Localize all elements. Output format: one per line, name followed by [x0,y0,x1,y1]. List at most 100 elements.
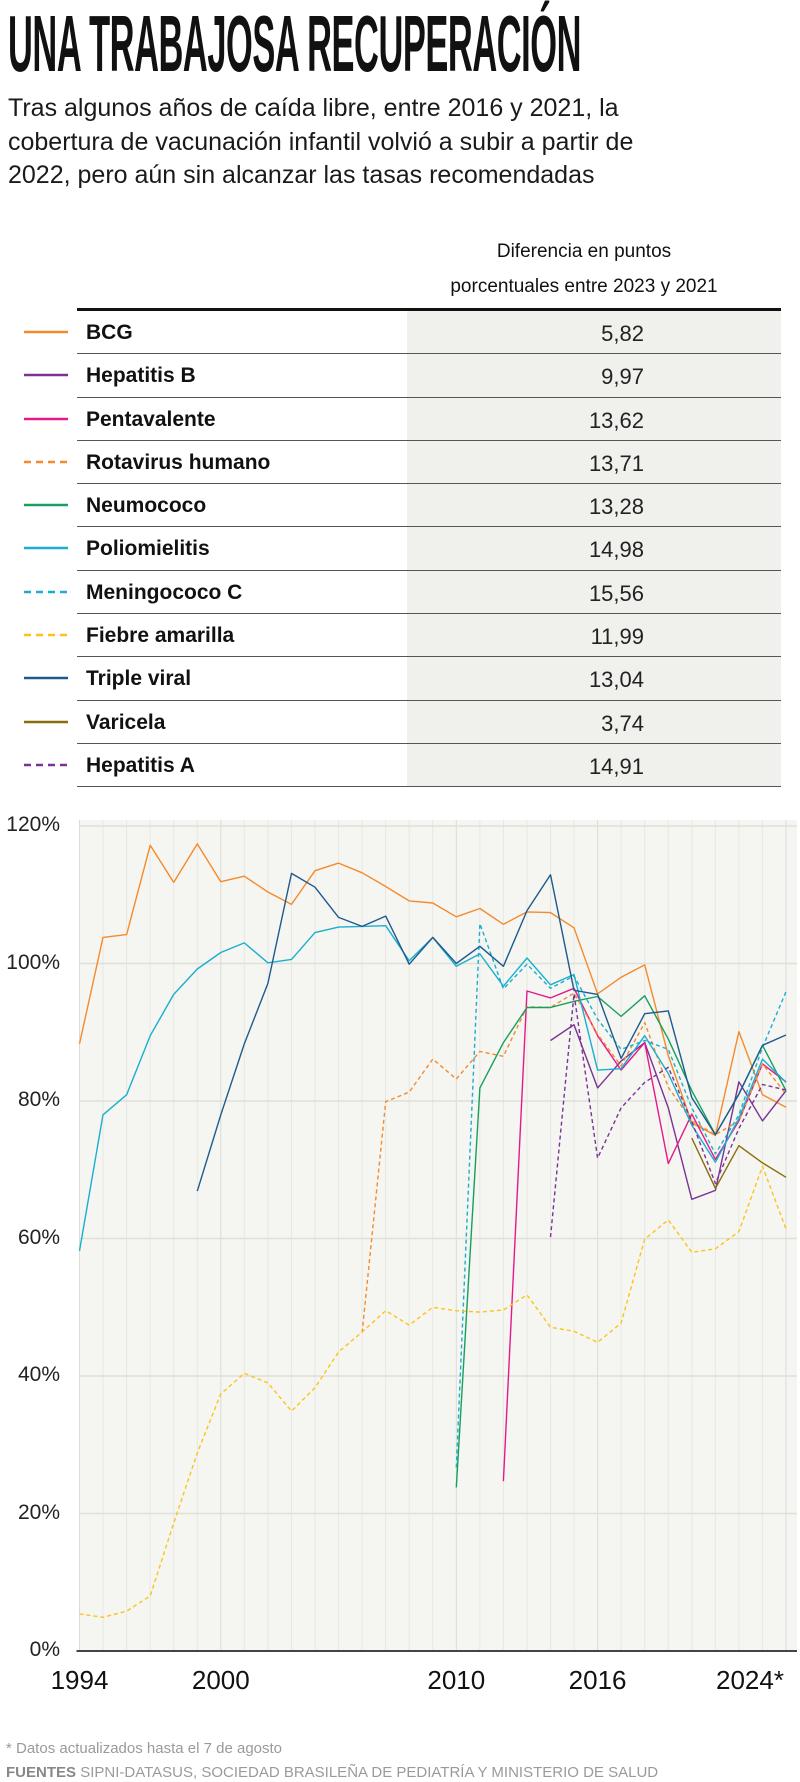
y-tick-label: 60% [17,1225,60,1249]
row-divider [77,526,781,528]
y-tick-label: 0% [29,1638,60,1661]
legend-line-icon [24,720,68,723]
legend-line-icon [24,547,68,550]
column-header-line: Diferencia en puntos [496,241,672,262]
row-divider [77,786,781,788]
difference-value: 13,62 [588,407,644,433]
table-row: Fiebre amarilla 11,99 [0,614,800,658]
row-divider [77,569,781,571]
table-row: Rotavirus humano 13,71 [0,440,800,485]
legend-line-icon [24,460,68,464]
legend-line-icon [24,590,68,594]
legend-line-icon [24,374,68,377]
column-header: Diferencia en puntos porcentuales entre … [400,234,768,304]
difference-value: 5,82 [601,321,644,346]
legend-table: BCG 5,82 Hepatitis B 9,97 Pentavalente 13,62 R… [0,311,800,788]
table-row: Pentavalente 13,62 [0,397,800,441]
series-line-hepatitis-a [549,993,787,1238]
sources: FUENTES SIPNI-DATASUS, SOCIEDAD BRASILEÑ… [6,1764,658,1781]
series-line-bcg [78,843,787,1137]
vaccine-name: BCG [86,321,133,344]
vaccine-name: Fiebre amarilla [86,624,235,648]
row-divider [77,353,781,355]
sources-label: FUENTES [6,1764,77,1781]
legend-line-icon [24,330,68,334]
difference-value: 14,98 [588,537,644,563]
vaccine-name: Rotavirus humano [86,450,271,474]
x-tick-label: 1994 [50,1665,109,1695]
sources-text: SIPNI-DATASUS, SOCIEDAD BRASILEÑA DE PED… [80,1764,659,1781]
line-chart [76,820,797,1652]
series-line-triple-viral [196,872,787,1192]
difference-value: 11,99 [590,624,644,650]
value-cell-bg [407,614,781,658]
difference-value: 3,74 [601,710,644,736]
table-row: Hepatitis B 9,97 [0,354,800,398]
difference-value: 13,71 [588,450,644,476]
x-tick-label: 2000 [191,1665,250,1695]
difference-value: 14,91 [588,753,644,779]
vaccine-name: Hepatitis A [86,753,195,777]
vaccine-name: Meningococo C [86,580,243,604]
vaccine-name: Hepatitis B [86,364,196,388]
table-row: Poliomielitis 14,98 [0,527,800,571]
row-divider [77,396,781,398]
row-divider [77,656,781,658]
series-line-hepatitis-b [550,1023,787,1200]
difference-value: 13,04 [588,667,644,693]
series-line-varicela [691,1137,787,1189]
value-cell-bg [407,354,781,398]
row-divider [77,439,781,441]
difference-value: 9,97 [601,364,644,390]
vaccine-name: Poliomielitis [86,537,210,561]
footnote: * Datos actualizados hasta el 7 de agost… [6,1740,283,1757]
subtitle: Tras algunos años de caída libre, entre … [8,92,633,193]
series-line-pentavalente [502,987,787,1482]
x-tick-label: 2024* [716,1665,784,1695]
legend-line-icon [24,763,68,767]
value-cell-bg [407,484,781,528]
value-cell-bg [407,743,781,788]
difference-value: 15,56 [588,580,644,606]
series-line-fiebre-amarilla [79,1165,787,1618]
legend-line-icon [24,503,68,507]
legend-line-icon [24,417,68,420]
y-tick-label: 100% [6,950,60,974]
value-cell-bg [407,397,781,441]
vaccine-name: Varicela [86,710,166,734]
vaccine-name: Pentavalente [86,407,216,431]
vaccine-name: Neumococo [86,494,207,518]
legend-line-icon [24,677,68,680]
table-row: Triple viral 13,04 [0,657,800,701]
y-tick-label: 120% [6,813,60,836]
row-divider [77,613,781,615]
page-title: UNA TRABAJOSA RECUPERACIÓN [8,0,582,88]
value-cell-bg [407,440,781,485]
table-top-rule [77,308,781,311]
legend-line-icon [24,633,68,637]
subtitle-line: 2022, pero aún sin alcanzar las tasas re… [8,161,595,189]
y-tick-label: 20% [17,1500,60,1524]
row-divider [77,742,781,744]
vaccine-name: Triple viral [86,667,192,691]
table-row: Meningococo C 15,56 [0,570,800,615]
row-divider [77,699,781,701]
table-row: Hepatitis A 14,91 [0,743,800,788]
y-tick-label: 40% [17,1363,60,1386]
value-cell-bg [407,657,781,701]
column-header-line: porcentuales entre 2023 y 2021 [450,276,718,297]
subtitle-line: cobertura de vacunación infantil volvió … [8,127,634,156]
table-row: BCG 5,82 [0,311,800,355]
x-tick-label: 2010 [427,1665,486,1695]
plot-background [79,820,797,1651]
value-cell-bg [407,700,781,744]
table-row: Varicela 3,74 [0,700,800,744]
subtitle-line: Tras algunos años de caída libre, entre … [8,94,619,122]
value-cell-bg [407,311,781,355]
value-cell-bg [407,570,781,615]
value-cell-bg [407,527,781,571]
row-divider [77,483,781,485]
series-line-meningococo-c [455,922,787,1468]
y-tick-label: 80% [17,1088,60,1111]
